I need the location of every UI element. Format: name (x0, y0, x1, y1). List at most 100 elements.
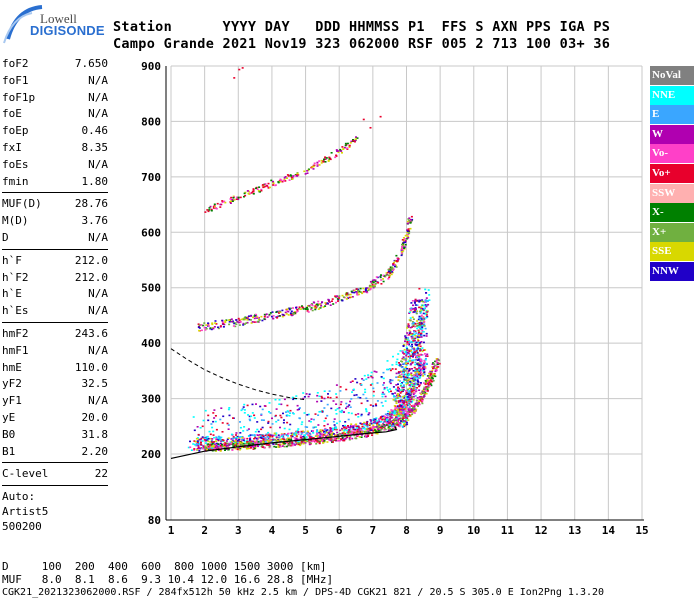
echo-point (277, 434, 280, 436)
echo-point (350, 412, 353, 415)
echo-point (404, 234, 407, 237)
x-tick-label: 2 (201, 524, 208, 537)
x-tick-label: 6 (336, 524, 343, 537)
echo-point (316, 392, 319, 394)
echo-point (409, 385, 412, 388)
echo-point (426, 388, 429, 391)
echo-point (388, 276, 391, 279)
echo-point (399, 399, 402, 401)
echo-point (423, 304, 426, 307)
echo-point (267, 431, 270, 434)
echo-point (307, 311, 310, 313)
echo-point (404, 243, 407, 246)
echo-point (249, 441, 252, 444)
echo-point (402, 381, 405, 383)
echo-point (298, 442, 301, 444)
echo-point (206, 444, 209, 446)
echo-point (256, 428, 259, 431)
param-name: C-level (2, 467, 49, 481)
echo-point (352, 426, 355, 429)
echo-point (320, 305, 323, 307)
echo-point (403, 353, 406, 355)
echo-point (434, 364, 437, 367)
echo-point (221, 439, 224, 441)
echo-point (209, 441, 212, 443)
echo-point (396, 420, 399, 422)
echo-point (243, 323, 246, 325)
param-name: h`Es (2, 304, 29, 318)
echo-point (392, 428, 395, 430)
echo-point (352, 428, 355, 431)
x-tick-label: 8 (403, 524, 410, 537)
echo-point (371, 426, 374, 429)
echo-point (355, 291, 358, 293)
echo-point (364, 289, 367, 291)
echo-point (313, 162, 316, 165)
echo-point (282, 314, 285, 316)
echo-point (316, 163, 319, 166)
echo-point (386, 386, 389, 389)
echo-point (407, 323, 410, 325)
echo-point (276, 317, 279, 319)
echo-point (397, 415, 400, 417)
echo-point (403, 420, 406, 422)
echo-point (369, 288, 372, 291)
echo-point (409, 409, 411, 412)
echo-point (400, 254, 403, 257)
echo-point (290, 314, 293, 317)
echo-point (324, 417, 327, 420)
echo-point (316, 165, 319, 167)
echo-point (416, 299, 419, 302)
echo-point (262, 186, 265, 188)
echo-point (397, 386, 400, 389)
echo-point (202, 419, 205, 422)
echo-point (388, 274, 391, 277)
echo-point (424, 379, 427, 382)
echo-point (396, 417, 398, 419)
echo-point (426, 315, 429, 318)
echo-point (359, 428, 362, 431)
echo-point (425, 305, 428, 308)
echo-point (414, 307, 417, 309)
echo-point (334, 428, 336, 431)
echo-point (360, 413, 363, 416)
echo-point (237, 198, 240, 201)
echo-point (326, 403, 329, 406)
echo-point (389, 379, 392, 381)
echo-point (383, 427, 386, 430)
echo-point (411, 345, 413, 348)
echo-point (404, 366, 407, 368)
echo-point (275, 311, 278, 313)
echo-point (317, 303, 320, 305)
echo-point (393, 414, 396, 417)
echo-point (357, 426, 360, 428)
echo-point (241, 438, 244, 441)
echo-point (281, 315, 284, 318)
echo-point (411, 323, 414, 325)
param-name: fxI (2, 140, 22, 154)
echo-point (393, 263, 396, 266)
echo-point (398, 374, 401, 377)
echo-point (413, 347, 415, 349)
echo-point (383, 382, 385, 384)
echo-point (331, 300, 333, 302)
echo-point (340, 411, 343, 414)
echo-point (380, 376, 383, 378)
echo-point (283, 433, 286, 435)
echo-point (301, 436, 304, 438)
echo-point (336, 434, 339, 437)
echo-point (326, 423, 329, 426)
echo-point (238, 439, 241, 441)
echo-point (416, 356, 418, 358)
echo-point (362, 379, 365, 381)
echo-point (404, 239, 407, 242)
echo-point (220, 440, 223, 442)
echo-point (423, 373, 426, 376)
echo-point (249, 419, 252, 422)
echo-point (314, 426, 317, 428)
echo-point (408, 390, 411, 392)
echo-point (412, 359, 415, 361)
echo-point (397, 353, 400, 355)
echo-point (410, 405, 413, 407)
echo-point (384, 395, 387, 398)
